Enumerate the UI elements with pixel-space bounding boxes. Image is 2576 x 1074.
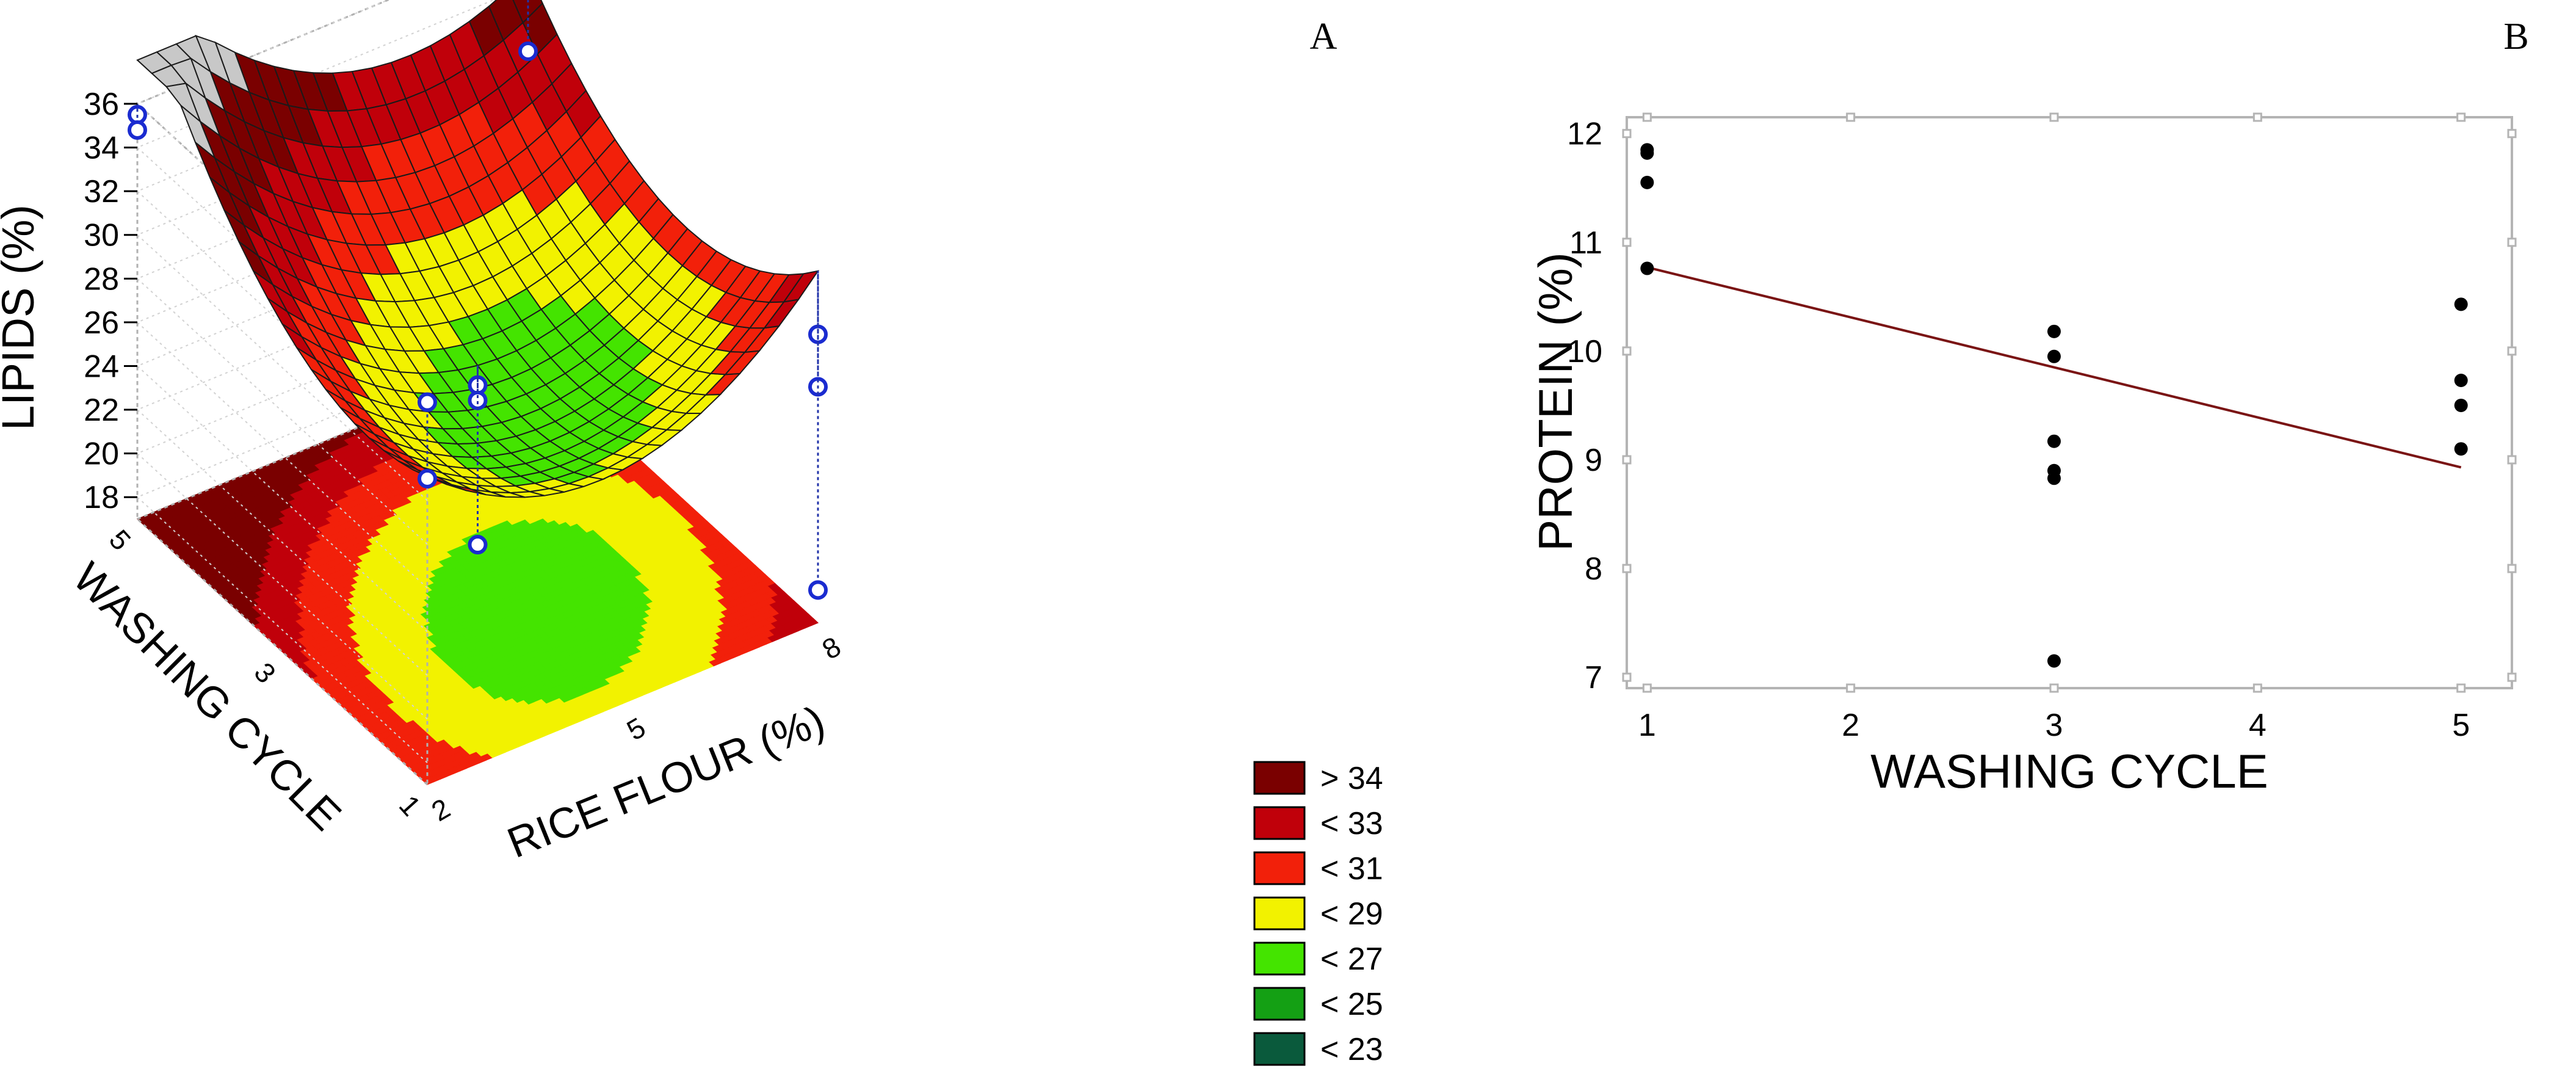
z-tick-label: 26: [84, 305, 119, 341]
y-tick-mark: [1622, 672, 1632, 682]
legend-swatch: [1253, 851, 1306, 885]
data-point: [2454, 373, 2468, 387]
legend-label: < 31: [1320, 851, 1383, 887]
x-tick-mark: [1642, 683, 1652, 693]
z-tick-label: 34: [84, 131, 119, 166]
y-tick-label: 10: [1567, 334, 1602, 369]
legend-label: < 29: [1320, 896, 1383, 932]
x-tick-mark-top: [2252, 112, 2262, 122]
data-point: [2454, 297, 2468, 311]
z-tick-label: 20: [84, 437, 119, 472]
z-tick-label: 28: [84, 261, 119, 297]
data-point: [1640, 146, 1654, 160]
legend-label: < 33: [1320, 806, 1383, 841]
regression-line: [1646, 266, 2462, 469]
y-axis-label: PROTEIN (%): [1529, 252, 1582, 551]
data-point: [2454, 442, 2468, 456]
x-tick-label: 5: [621, 711, 651, 747]
contour-legend: > 34 < 33 < 31 < 29 < 27 < 25 < 23: [1253, 761, 1383, 1067]
y-tick-mark-right: [2507, 672, 2517, 682]
x-tick-mark-top: [2456, 112, 2466, 122]
y-tick-mark: [1622, 455, 1632, 465]
panel-b-label: B: [2503, 16, 2528, 57]
panel-a-label: A: [1310, 16, 1337, 57]
x-tick-label: 1: [1638, 708, 1656, 743]
x-tick-mark: [2049, 683, 2059, 693]
y-tick-label: 3: [248, 656, 283, 689]
y-tick-label: 8: [1585, 551, 1602, 587]
y-tick-label: 9: [1585, 443, 1602, 478]
x-tick-mark-top: [1846, 112, 1856, 122]
z-tick-label: 22: [84, 393, 119, 428]
surface-cell: [783, 270, 820, 303]
y-tick-mark-right: [2507, 346, 2517, 356]
observed-point: [808, 580, 828, 600]
y-tick-mark-right: [2507, 238, 2517, 247]
z-tick-label: 36: [84, 87, 119, 122]
data-point: [1640, 175, 1654, 189]
data-point: [2047, 471, 2061, 485]
observed-point: [468, 535, 488, 555]
y-tick-mark: [1622, 346, 1632, 356]
data-point: [2047, 434, 2061, 448]
legend-swatch: [1253, 896, 1306, 931]
x-tick-label: 2: [1842, 708, 1859, 743]
legend-swatch: [1253, 806, 1306, 840]
x-tick-mark: [1846, 683, 1856, 693]
data-points: [1640, 143, 2468, 668]
y-tick-mark: [1622, 238, 1632, 247]
observed-point: [518, 41, 538, 61]
x-tick-label: 5: [2452, 708, 2470, 743]
data-point: [2047, 654, 2061, 668]
z-tick-label: 24: [84, 349, 119, 384]
legend-swatch: [1253, 761, 1306, 795]
y-tick-mark-right: [2507, 455, 2517, 465]
plot-frame: [1626, 116, 2513, 689]
y-tick-label: 1: [393, 789, 427, 822]
observed-point: [128, 120, 147, 140]
x-tick-mark: [2252, 683, 2262, 693]
legend-label: < 27: [1320, 942, 1383, 977]
legend-swatch: [1253, 942, 1306, 976]
data-point: [1640, 261, 1654, 275]
legend-swatch: [1253, 1032, 1306, 1066]
observed-point: [468, 390, 488, 410]
y-tick-label: 11: [1569, 225, 1602, 261]
x-tick-mark: [2456, 683, 2466, 693]
y-tick-mark-right: [2507, 564, 2517, 573]
observed-point: [418, 392, 437, 412]
x-tick-label: 4: [2249, 708, 2267, 743]
observed-point: [418, 468, 437, 488]
response-surface: [136, 0, 820, 498]
x-axis-label: WASHING CYCLE: [1870, 744, 2268, 798]
data-point: [2047, 349, 2061, 363]
data-point: [2047, 324, 2061, 338]
x-tick-label: 3: [2046, 708, 2063, 743]
data-point: [2454, 398, 2468, 412]
x-tick-label: 8: [817, 630, 846, 666]
z-tick-label: 30: [84, 218, 119, 253]
x-tick-mark-top: [2049, 112, 2059, 122]
z-tick-label: 32: [84, 174, 119, 209]
legend-label: > 34: [1320, 761, 1383, 796]
y-tick-mark: [1622, 564, 1632, 573]
y-tick-mark: [1622, 129, 1632, 139]
z-axis-label: LIPIDS (%): [0, 205, 43, 430]
x-tick-mark-top: [1642, 112, 1652, 122]
legend-label: < 25: [1320, 987, 1383, 1022]
legend-swatch: [1253, 987, 1306, 1021]
legend-label: < 23: [1320, 1032, 1383, 1067]
y-tick-label: 5: [103, 523, 137, 556]
y-tick-label: 12: [1567, 117, 1602, 152]
z-tick-label: 18: [84, 480, 119, 515]
x-tick-label: 2: [426, 792, 455, 827]
y-tick-mark-right: [2507, 129, 2517, 139]
y-tick-label: 7: [1585, 660, 1602, 695]
observed-points: [128, 0, 828, 600]
